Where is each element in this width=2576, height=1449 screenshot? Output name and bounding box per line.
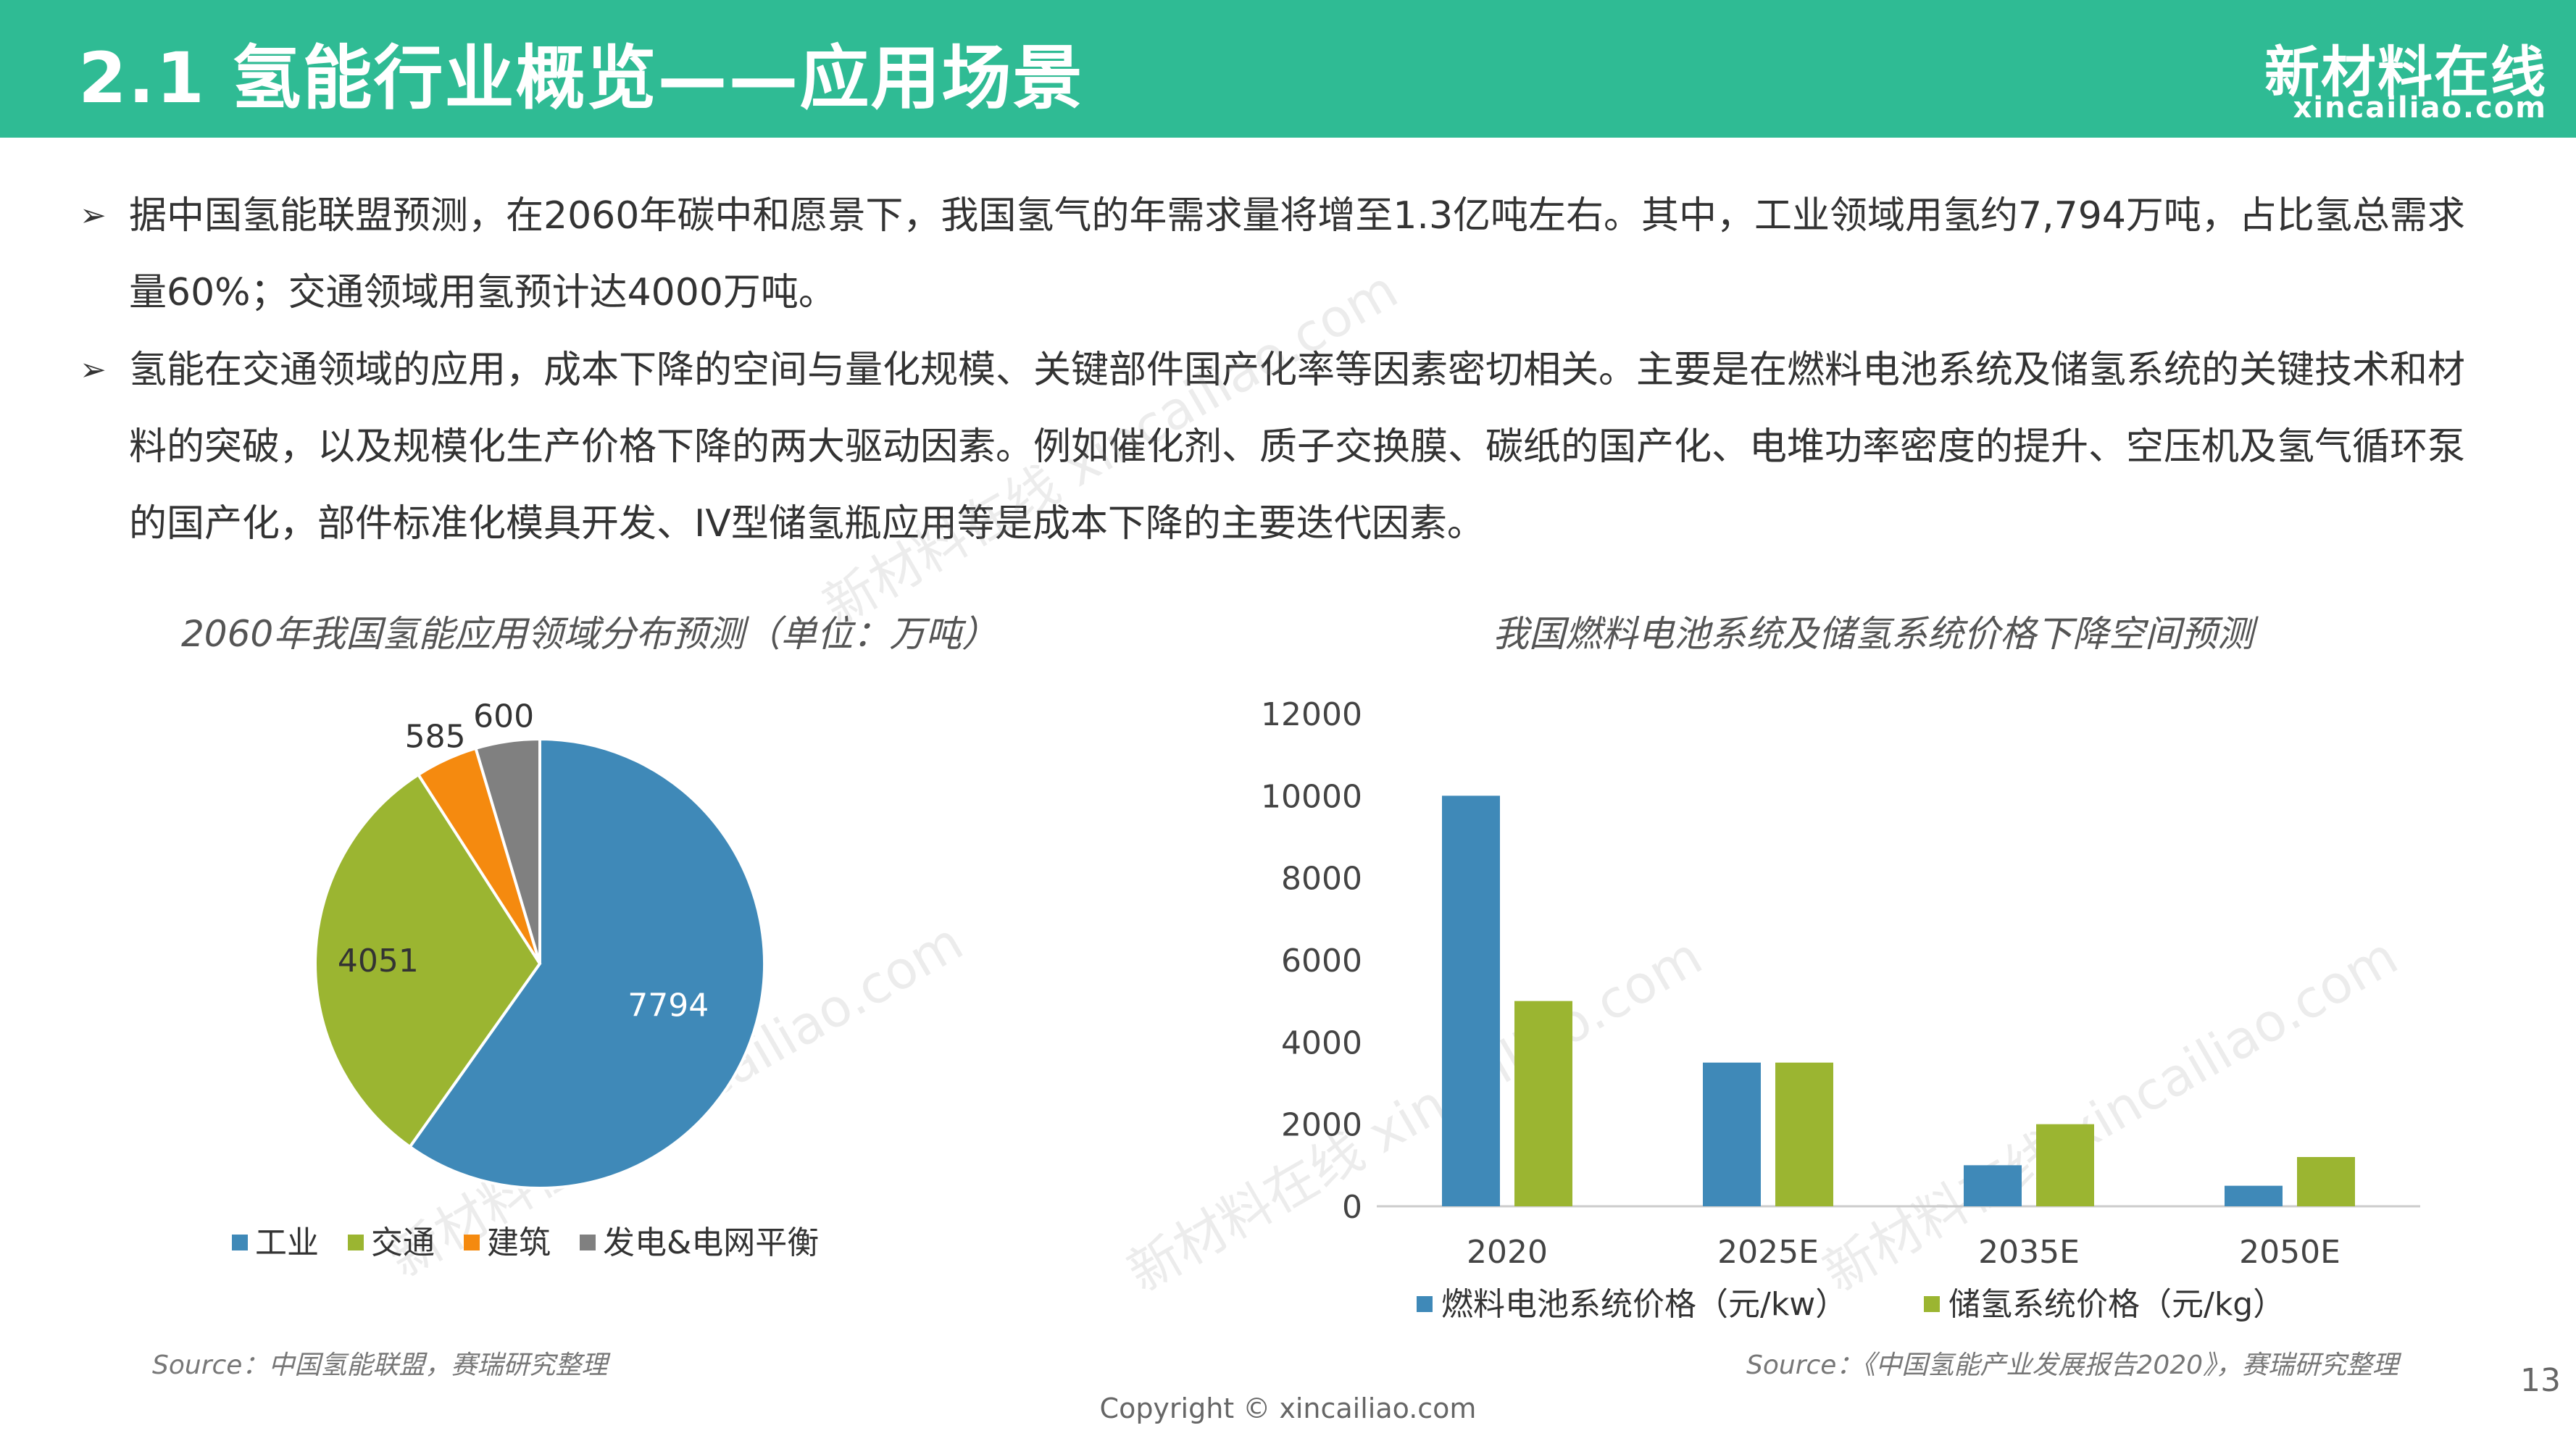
bullet-paragraph: ➢ 氢能在交通领域的应用，成本下降的空间与量化规模、关键部件国产化率等因素密切相… <box>80 332 2493 562</box>
pie-data-label: 7794 <box>628 987 709 1024</box>
y-tick-label: 4000 <box>1281 1024 1362 1061</box>
bullet-arrow-icon: ➢ <box>80 197 107 234</box>
legend-label: 储氢系统价格（元/kg） <box>1948 1286 2285 1323</box>
x-tick-label: 2020 <box>1467 1234 1548 1271</box>
bullet-arrow-icon: ➢ <box>80 351 107 388</box>
legend-swatch <box>348 1235 364 1250</box>
legend-swatch <box>464 1235 480 1250</box>
y-tick-label: 6000 <box>1281 943 1362 980</box>
bar-2020-0 <box>1442 796 1500 1206</box>
copyright: Copyright © xincailiao.com <box>1099 1392 1477 1424</box>
y-tick-label: 0 <box>1342 1189 1362 1226</box>
y-tick-label: 8000 <box>1281 861 1362 898</box>
bullet-text: 氢能在交通领域的应用，成本下降的空间与量化规模、关键部件国产化率等因素密切相关。… <box>129 348 2466 546</box>
logo-text: 新材料在线 <box>2264 40 2547 104</box>
y-tick-label: 12000 <box>1261 696 1362 733</box>
legend-label: 燃料电池系统价格（元/kw） <box>1441 1286 1847 1323</box>
bullet-text: 据中国氢能联盟预测，在2060年碳中和愿景下，我国氢气的年需求量将增至1.3亿吨… <box>129 194 2465 314</box>
bar-source-note: Source：《中国氢能产业发展报告2020》，赛瑞研究整理 <box>1746 1350 2399 1380</box>
pie-data-label: 585 <box>405 719 466 756</box>
legend-swatch <box>1924 1296 1940 1312</box>
bar-2025E-0 <box>1703 1062 1761 1206</box>
legend-swatch <box>1417 1296 1433 1312</box>
bar-2050E-1 <box>2297 1157 2355 1206</box>
bar-chart: 0 2000 4000 6000 8000 10000 12000 2020 2025E 2035… <box>1261 696 2420 1323</box>
legend-swatch <box>580 1235 596 1250</box>
logo-url: xincailiao.com <box>2293 91 2547 125</box>
pie-source-note: Source：中国氢能联盟，赛瑞研究整理 <box>152 1350 608 1380</box>
page-number: 13 <box>2520 1362 2561 1399</box>
x-tick-label: 2025E <box>1717 1234 1819 1271</box>
x-tick-label: 2050E <box>2239 1234 2341 1271</box>
pie-data-label: 600 <box>473 698 534 735</box>
pie-data-label: 4051 <box>338 943 419 980</box>
pie-slice-工业 <box>407 737 766 1190</box>
legend-label: 工业 <box>255 1224 319 1261</box>
bullet-paragraph: ➢ 据中国氢能联盟预测，在2060年碳中和愿景下，我国氢气的年需求量将增至1.3… <box>80 178 2493 331</box>
pie-slice-交通 <box>314 772 542 1149</box>
header-bar: 2.1 氢能行业概览——应用场景 新材料在线 xincailiao.com <box>0 0 2576 138</box>
x-tick-label: 2035E <box>1978 1234 2080 1271</box>
bar-2050E-0 <box>2225 1185 2283 1206</box>
y-tick-label: 2000 <box>1281 1107 1362 1144</box>
bar-2035E-1 <box>2036 1124 2094 1206</box>
page-title: 2.1 氢能行业概览——应用场景 <box>78 38 1084 119</box>
pie-chart-title: 2060年我国氢能应用领域分布预测（单位：万吨） <box>181 613 999 655</box>
legend-label: 交通 <box>371 1224 435 1261</box>
legend-label: 建筑 <box>487 1224 551 1261</box>
bar-chart-title: 我国燃料电池系统及储氢系统价格下降空间预测 <box>1493 613 2254 655</box>
legend-label: 发电&电网平衡 <box>603 1224 819 1261</box>
bar-2035E-0 <box>1964 1165 2022 1206</box>
bar-2025E-1 <box>1775 1062 1833 1206</box>
legend-swatch <box>232 1235 248 1250</box>
pie-slice-发电&电网平衡 <box>474 737 541 964</box>
y-tick-label: 10000 <box>1261 778 1362 815</box>
bar-2020-1 <box>1514 1001 1572 1206</box>
